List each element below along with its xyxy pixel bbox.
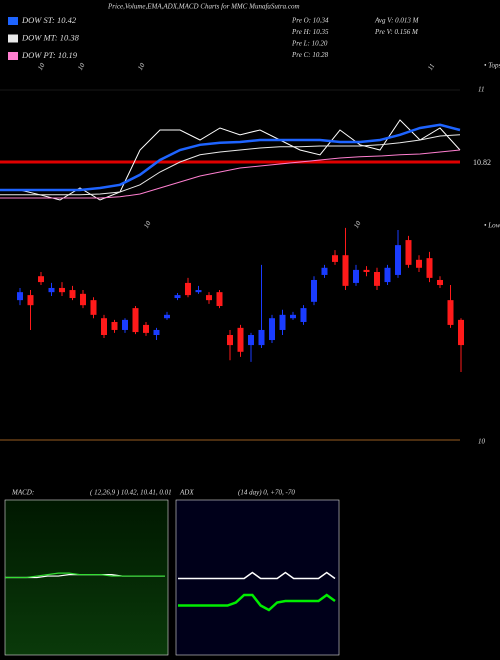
- candle-body: [290, 314, 296, 319]
- candle-body: [258, 329, 265, 346]
- candle-body: [332, 255, 338, 262]
- info-text: Pre L: 10.20: [291, 40, 328, 48]
- info-text: Pre O: 10.34: [291, 17, 329, 25]
- candle-body: [195, 290, 202, 293]
- candle-body: [153, 329, 160, 335]
- date-label: 10: [352, 219, 363, 229]
- side-label: • Tops: [484, 62, 500, 70]
- legend-swatch: [8, 34, 18, 43]
- candle-body: [143, 324, 149, 333]
- candle-body: [374, 272, 380, 286]
- candle-body: [237, 327, 244, 352]
- candle-body: [342, 255, 349, 286]
- candle-body: [90, 300, 97, 315]
- candle-body: [384, 267, 391, 283]
- info-text: Pre V: 0.156 M: [374, 28, 419, 36]
- candle-body: [164, 314, 170, 319]
- legend-swatch: [8, 52, 18, 60]
- panel-label: ADX: [179, 489, 194, 497]
- y-tick-label: 11: [478, 86, 484, 94]
- macd-line: [5, 572, 165, 579]
- candle-body: [80, 293, 86, 306]
- candle-body: [174, 295, 181, 299]
- candle-body: [206, 295, 212, 301]
- line-series: [0, 149, 461, 199]
- adx-line: [178, 593, 336, 612]
- panel-params: (14 day) 0, +70, -70: [238, 489, 295, 497]
- panel-params: ( 12,26,9 ) 10.42, 10.41, 0.01: [90, 489, 172, 497]
- line-series: [0, 123, 461, 192]
- reference-label: 10.82: [473, 158, 491, 167]
- candle-body: [101, 318, 107, 335]
- candle-body: [321, 267, 328, 275]
- info-text: Avg V: 0.013 M: [374, 17, 420, 25]
- candle-body: [17, 292, 23, 301]
- date-label: 10: [76, 61, 87, 71]
- candle-body: [353, 269, 359, 283]
- candle-body: [27, 295, 34, 306]
- candle-body: [69, 290, 76, 299]
- candle-body: [216, 292, 223, 307]
- legend-label: DOW PT: 10.19: [21, 50, 78, 60]
- legend-swatch: [8, 17, 18, 25]
- candle-body: [447, 300, 454, 325]
- chart-title: Price,Volume,EMA,ADX,MACD Charts for MMC…: [107, 3, 300, 11]
- legend-label: DOW ST: 10.42: [21, 15, 77, 25]
- info-text: Pre H: 10.35: [291, 28, 329, 36]
- date-label: 10: [36, 61, 47, 71]
- date-label: 10: [136, 61, 147, 71]
- candle-body: [458, 319, 464, 346]
- candle-body: [437, 279, 443, 286]
- candle-body: [416, 259, 422, 268]
- panel-label: MACD:: [11, 489, 34, 497]
- candle-body: [132, 308, 139, 333]
- candle-body: [59, 287, 65, 293]
- candle-body: [185, 282, 191, 296]
- candle-body: [227, 335, 233, 346]
- candle-body: [48, 287, 55, 293]
- candle-body: [269, 318, 275, 341]
- legend-label: DOW MT: 10.38: [21, 32, 80, 42]
- y-tick-label: 10: [478, 438, 486, 446]
- candle-body: [300, 308, 307, 322]
- candle-body: [426, 258, 433, 278]
- adx-panel: [175, 499, 340, 656]
- candle-body: [279, 314, 286, 330]
- candle-body: [38, 276, 44, 283]
- candle-body: [311, 279, 317, 302]
- adx-line: [178, 571, 336, 580]
- candle-body: [248, 335, 254, 346]
- candle-body: [111, 321, 118, 330]
- candle-body: [395, 245, 401, 275]
- date-label: 10: [142, 219, 153, 229]
- info-text: Pre C: 10.28: [291, 51, 329, 59]
- candle-body: [122, 319, 128, 330]
- candle-body: [363, 269, 370, 272]
- side-label: • Lows: [484, 222, 500, 230]
- candle-body: [405, 240, 412, 265]
- line-series: [0, 134, 461, 196]
- date-label: 11: [426, 62, 436, 72]
